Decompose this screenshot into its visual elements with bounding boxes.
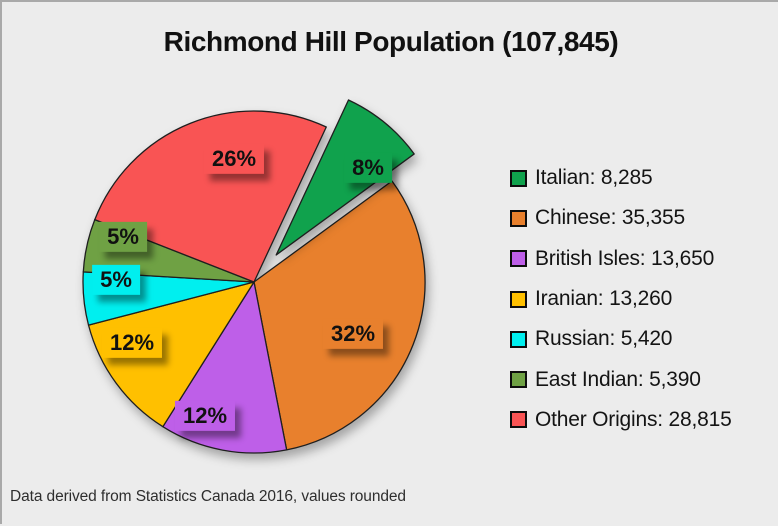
pie-slice-chinese: [253, 180, 426, 451]
legend-swatch-chinese: [510, 209, 527, 227]
pie-percent-label-chinese: 32%: [322, 318, 384, 350]
legend-item-east-indian: East Indian: 5,390: [510, 359, 732, 399]
legend-item-iranian: Iranian: 13,260: [510, 279, 732, 319]
legend-label-italian: Italian: 8,285: [535, 166, 653, 190]
legend-item-russian: Russian: 5,420: [510, 319, 732, 359]
legend-swatch-iranian: [510, 290, 527, 308]
legend-label-iranian: Iranian: 13,260: [535, 287, 673, 311]
pie-slice-other-origins: [94, 110, 327, 283]
pie-percent-label-iranian: 12%: [101, 327, 163, 359]
legend-item-other-origins: Other Origins: 28,815: [510, 400, 732, 440]
pie-slice-iranian: [87, 281, 255, 428]
legend-swatch-british-isles: [510, 250, 527, 268]
legend-label-british-isles: British Isles: 13,650: [535, 246, 715, 270]
legend-label-east-indian: East Indian: 5,390: [535, 367, 701, 391]
pie-percent-label-italian: 8%: [344, 152, 392, 184]
legend-swatch-russian: [510, 330, 527, 348]
legend-swatch-other-origins: [510, 411, 527, 429]
legend-item-italian: Italian: 8,285: [510, 158, 732, 198]
chart-legend: Italian: 8,285 Chinese: 35,355 British Isl…: [510, 158, 732, 440]
legend-swatch-east-indian: [510, 371, 527, 389]
legend-item-chinese: Chinese: 35,355: [510, 198, 732, 238]
pie-percent-label-russian: 5%: [92, 264, 140, 296]
pie-percent-label-other-origins: 26%: [203, 143, 265, 175]
pie-percent-label-east-indian: 5%: [99, 221, 147, 253]
chart-title: Richmond Hill Population (107,845): [163, 26, 619, 57]
legend-label-other-origins: Other Origins: 28,815: [535, 407, 732, 431]
legend-swatch-italian: [510, 169, 527, 187]
legend-label-chinese: Chinese: 35,355: [535, 206, 685, 230]
pie-percent-label-british-isles: 12%: [174, 400, 236, 432]
legend-item-british-isles: British Isles: 13,650: [510, 239, 732, 279]
legend-label-russian: Russian: 5,420: [535, 327, 673, 351]
footnote: Data derived from Statistics Canada 2016…: [10, 488, 406, 505]
